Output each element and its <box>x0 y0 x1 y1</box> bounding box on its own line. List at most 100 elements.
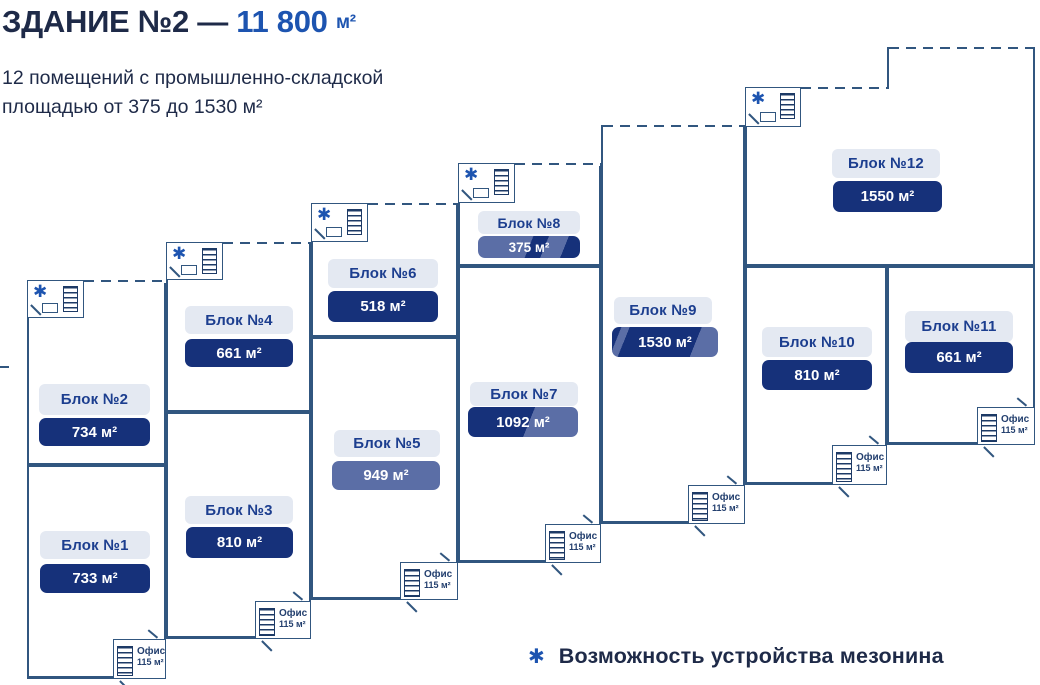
subtitle: 12 помещений с промышленно-складской площ… <box>2 67 384 118</box>
legend-text: Возможность устройства мезонина <box>558 644 944 668</box>
block-8-area-badge: 375 м² <box>478 236 580 258</box>
mezzanine-asterisk-icon: ✱ <box>751 89 766 109</box>
block-2-area-badge: 734 м² <box>39 418 150 446</box>
block-12-notch-outline <box>887 47 1035 89</box>
office-label: Офис <box>569 531 598 542</box>
office-label: Офис <box>279 608 308 619</box>
block-3-area-badge: 810 м² <box>186 527 293 558</box>
door-swing-icon <box>748 113 760 125</box>
dashed-wall-segment <box>223 242 311 245</box>
door-swing-icon <box>983 446 995 458</box>
block-5-label-badge: Блок №5 <box>334 430 440 457</box>
block-6-area-badge: 518 м² <box>328 291 438 322</box>
left-edge-line-fragment <box>0 366 9 368</box>
stairs-icon <box>63 286 78 312</box>
stairs-icon <box>780 93 795 119</box>
office-unit-6: Офис 115 м² <box>832 435 887 498</box>
dashed-wall-segment <box>84 280 166 283</box>
dashed-wall-segment <box>368 203 458 206</box>
stairs-icon <box>404 569 420 597</box>
mezzanine-asterisk-icon: ✱ <box>464 165 479 185</box>
block-1-label-badge: Блок №1 <box>40 531 150 559</box>
title-area-unit: м² <box>335 12 356 33</box>
block-4-area-badge: 661 м² <box>185 339 293 367</box>
utility-room <box>760 112 776 122</box>
door-swing-icon <box>169 266 181 278</box>
stairs-icon <box>347 209 362 235</box>
stairs-icon <box>259 608 275 636</box>
block-1-outline <box>27 465 166 679</box>
block-3-label-badge: Блок №3 <box>185 496 293 524</box>
office-unit-3: Офис 115 м² <box>400 552 458 613</box>
stairs-icon <box>549 531 565 560</box>
door-swing-icon <box>461 189 473 201</box>
entrance-plan-col2: ✱ <box>166 242 223 280</box>
block-3-outline <box>166 412 311 639</box>
office-area: 115 м² <box>1001 425 1028 436</box>
block-9-outline <box>601 125 745 524</box>
stairs-icon <box>202 248 217 274</box>
mezzanine-asterisk-icon: ✱ <box>33 282 48 302</box>
entrance-plan-col6: ✱ <box>745 87 801 127</box>
block-5-outline <box>311 337 458 600</box>
dashed-wall-segment <box>889 47 1035 50</box>
block-7-outline <box>458 266 601 563</box>
office-unit-7: Офис 115 м² <box>977 397 1035 458</box>
stairs-icon <box>981 414 997 442</box>
stairs-icon <box>494 169 509 195</box>
block-11-area-badge: 661 м² <box>905 342 1013 373</box>
block-5-area-badge: 949 м² <box>332 461 440 490</box>
title-area-value: 11 800 <box>236 4 328 39</box>
stairs-icon <box>692 492 708 521</box>
office-area: 115 м² <box>279 619 306 630</box>
office-unit-1: Офис 115 м² <box>113 629 166 685</box>
door-swing-icon <box>694 525 706 537</box>
block-12-label-badge: Блок №12 <box>832 149 940 178</box>
block-12-area-badge: 1550 м² <box>833 181 942 212</box>
door-swing-icon <box>261 640 273 652</box>
block-1-area-badge: 733 м² <box>40 564 150 593</box>
block-11-outline <box>887 266 1035 445</box>
stairs-icon <box>117 646 133 676</box>
utility-room <box>181 265 197 275</box>
door-swing-icon <box>30 304 42 316</box>
door-swing-icon <box>551 564 563 576</box>
block-2-label-badge: Блок №2 <box>39 384 150 415</box>
office-label: Офис <box>712 492 741 503</box>
title-building: ЗДАНИЕ №2 — <box>2 4 228 39</box>
dashed-wall-segment <box>801 87 887 90</box>
block-6-label-badge: Блок №6 <box>328 259 438 288</box>
office-unit-2: Офис 115 м² <box>255 591 311 652</box>
office-label: Офис <box>1001 414 1030 425</box>
block-7-label-badge: Блок №7 <box>470 382 578 406</box>
utility-room <box>473 188 489 198</box>
block-9-area-badge: 1530 м² <box>612 327 718 357</box>
block-7-area-badge: 1092 м² <box>468 407 578 437</box>
mezzanine-asterisk-icon: ✱ <box>172 244 187 264</box>
block-10-outline <box>745 266 887 485</box>
block-10-area-badge: 810 м² <box>762 360 872 390</box>
office-label: Офис <box>137 646 166 657</box>
door-swing-icon <box>314 228 326 240</box>
utility-room <box>42 303 58 313</box>
office-unit-5: Офис 115 м² <box>688 475 745 537</box>
utility-room <box>326 227 342 237</box>
mezzanine-asterisk-icon: ✱ <box>317 205 332 225</box>
block-9-label-badge: Блок №9 <box>614 297 712 324</box>
entrance-plan-col4: ✱ <box>458 163 515 203</box>
door-swing-icon <box>119 680 131 685</box>
office-area: 115 м² <box>712 503 739 514</box>
block-11-label-badge: Блок №11 <box>905 311 1013 342</box>
block-8-label-badge: Блок №8 <box>478 211 580 234</box>
office-area: 115 м² <box>856 463 883 474</box>
office-unit-4: Офис 115 м² <box>545 514 601 576</box>
legend-asterisk-icon: ✱ <box>528 644 545 668</box>
door-swing-icon <box>838 486 850 498</box>
block-4-label-badge: Блок №4 <box>185 306 293 334</box>
dashed-wall-segment <box>515 163 601 166</box>
stairs-icon <box>836 452 852 482</box>
office-label: Офис <box>856 452 885 463</box>
legend: ✱ Возможность устройства мезонина <box>528 644 944 669</box>
block-10-label-badge: Блок №10 <box>762 327 872 357</box>
